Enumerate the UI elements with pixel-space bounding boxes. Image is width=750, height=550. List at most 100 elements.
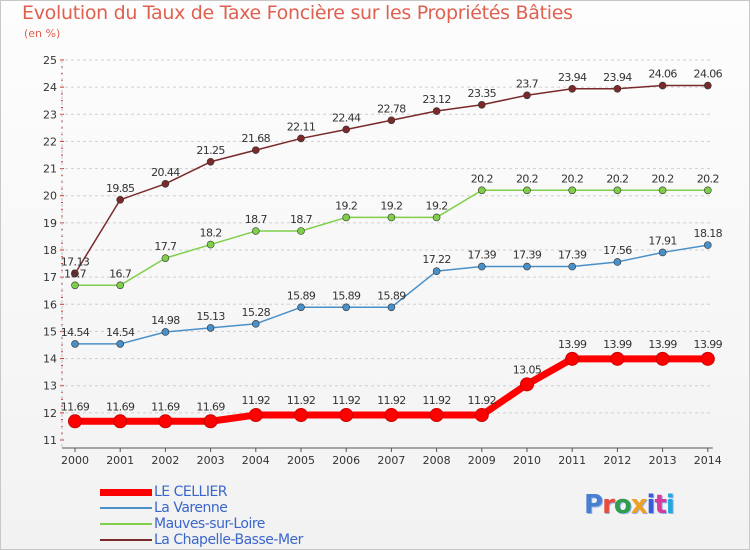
data-label: 15.89 <box>332 289 361 302</box>
data-point <box>700 351 715 366</box>
data-point <box>71 340 79 348</box>
data-label: 17.22 <box>422 253 451 266</box>
data-point <box>477 100 486 109</box>
y-tick-label: 15 <box>43 325 57 338</box>
data-point <box>703 186 712 195</box>
x-tick-label: 2008 <box>423 454 451 467</box>
data-point <box>703 241 712 249</box>
x-tick-label: 2007 <box>377 454 405 467</box>
logo-letter: t <box>654 490 666 520</box>
data-label: 14.98 <box>151 314 180 327</box>
data-label: 19.2 <box>335 199 357 212</box>
data-label: 21.68 <box>242 132 271 145</box>
axes: 11 12 13 14 15 16 17 18 19 20 21 22 23 24 25 2000 2001 20… <box>43 54 722 467</box>
data-label: 20.2 <box>652 172 674 185</box>
data-label: 20.2 <box>561 172 583 185</box>
data-point <box>297 134 305 143</box>
proxiti-logo: Proxiti <box>584 490 675 520</box>
data-point <box>252 146 260 154</box>
y-tick-label: 18 <box>43 244 57 257</box>
data-point <box>384 408 399 423</box>
y-tick-label: 24 <box>43 81 57 94</box>
y-tick-label: 16 <box>43 298 57 311</box>
data-point <box>520 377 534 392</box>
y-tick-label: 13 <box>43 380 57 393</box>
data-label: 11.92 <box>287 394 316 407</box>
data-label: 24.06 <box>648 68 677 81</box>
data-point <box>429 408 444 423</box>
legend-label: La Varenne <box>154 500 228 516</box>
data-label: 11.92 <box>377 394 406 407</box>
data-label: 13.99 <box>558 338 587 351</box>
data-point <box>339 408 354 423</box>
x-tick-label: 2010 <box>513 454 541 467</box>
data-label: 20.2 <box>516 172 538 185</box>
x-tick-label: 2012 <box>603 454 631 467</box>
data-point <box>432 267 441 275</box>
data-label: 11.92 <box>242 394 271 407</box>
logo-letter: P <box>584 490 603 520</box>
data-point <box>613 186 622 195</box>
data-point <box>387 116 396 125</box>
data-label: 13.99 <box>603 338 632 351</box>
data-point <box>248 408 263 423</box>
x-tick-label: 2013 <box>649 454 677 467</box>
data-label: 18.7 <box>245 213 268 226</box>
data-point <box>565 351 580 366</box>
data-label: 11.69 <box>61 400 90 413</box>
logo-letter: i <box>646 490 656 520</box>
data-point <box>294 408 308 423</box>
data-point <box>203 414 218 429</box>
data-point <box>116 195 124 204</box>
data-label: 20.2 <box>697 172 719 185</box>
data-label: 17.91 <box>648 234 677 247</box>
logo-letter: o <box>613 490 632 520</box>
data-label: 20.2 <box>606 172 628 185</box>
data-point <box>161 179 170 188</box>
data-label: 24.06 <box>694 68 723 81</box>
data-label: 11.92 <box>422 394 451 407</box>
y-tick-label: 22 <box>43 135 57 148</box>
data-label: 20.2 <box>471 172 493 185</box>
data-point <box>206 157 215 166</box>
data-point <box>342 125 351 134</box>
logo-letter: r <box>602 490 615 520</box>
data-label: 23.12 <box>422 93 451 106</box>
data-point <box>113 414 128 429</box>
legend-swatch <box>100 489 152 496</box>
data-point <box>71 269 79 278</box>
y-tick-label: 11 <box>43 434 57 447</box>
data-point <box>432 213 441 222</box>
data-label: 15.28 <box>242 306 271 319</box>
data-point <box>116 340 124 348</box>
x-tick-label: 2014 <box>694 454 722 467</box>
data-point <box>613 84 622 93</box>
y-tick-label: 25 <box>43 54 57 67</box>
data-point <box>613 258 622 266</box>
y-tick-label: 23 <box>43 108 57 121</box>
data-point <box>387 303 396 312</box>
legend-swatch <box>100 523 152 525</box>
data-label: 17.39 <box>558 249 587 262</box>
data-label: 22.44 <box>332 111 361 124</box>
legend-label: La Chapelle-Basse-Mer <box>154 532 303 548</box>
data-point <box>477 186 486 195</box>
data-label: 13.05 <box>513 363 542 376</box>
data-point <box>655 351 670 366</box>
data-point <box>568 262 577 271</box>
data-label: 23.7 <box>516 77 539 90</box>
data-label: 17.7 <box>154 240 177 253</box>
legend-label: LE CELLIER <box>154 484 228 500</box>
logo-letter: i <box>665 490 675 520</box>
data-label: 19.2 <box>380 199 402 212</box>
data-label: 22.78 <box>377 102 406 115</box>
data-label: 23.35 <box>468 87 497 100</box>
chart-title: Evolution du Taux de Taxe Foncière sur l… <box>22 2 573 24</box>
data-labels: 17.13 19.85 20.44 21.25 21.68 22.11 22.44 22.78… <box>61 68 723 414</box>
data-point <box>252 227 260 235</box>
x-tick-label: 2006 <box>332 454 360 467</box>
data-label: 13.99 <box>648 338 677 351</box>
data-point <box>297 227 305 235</box>
